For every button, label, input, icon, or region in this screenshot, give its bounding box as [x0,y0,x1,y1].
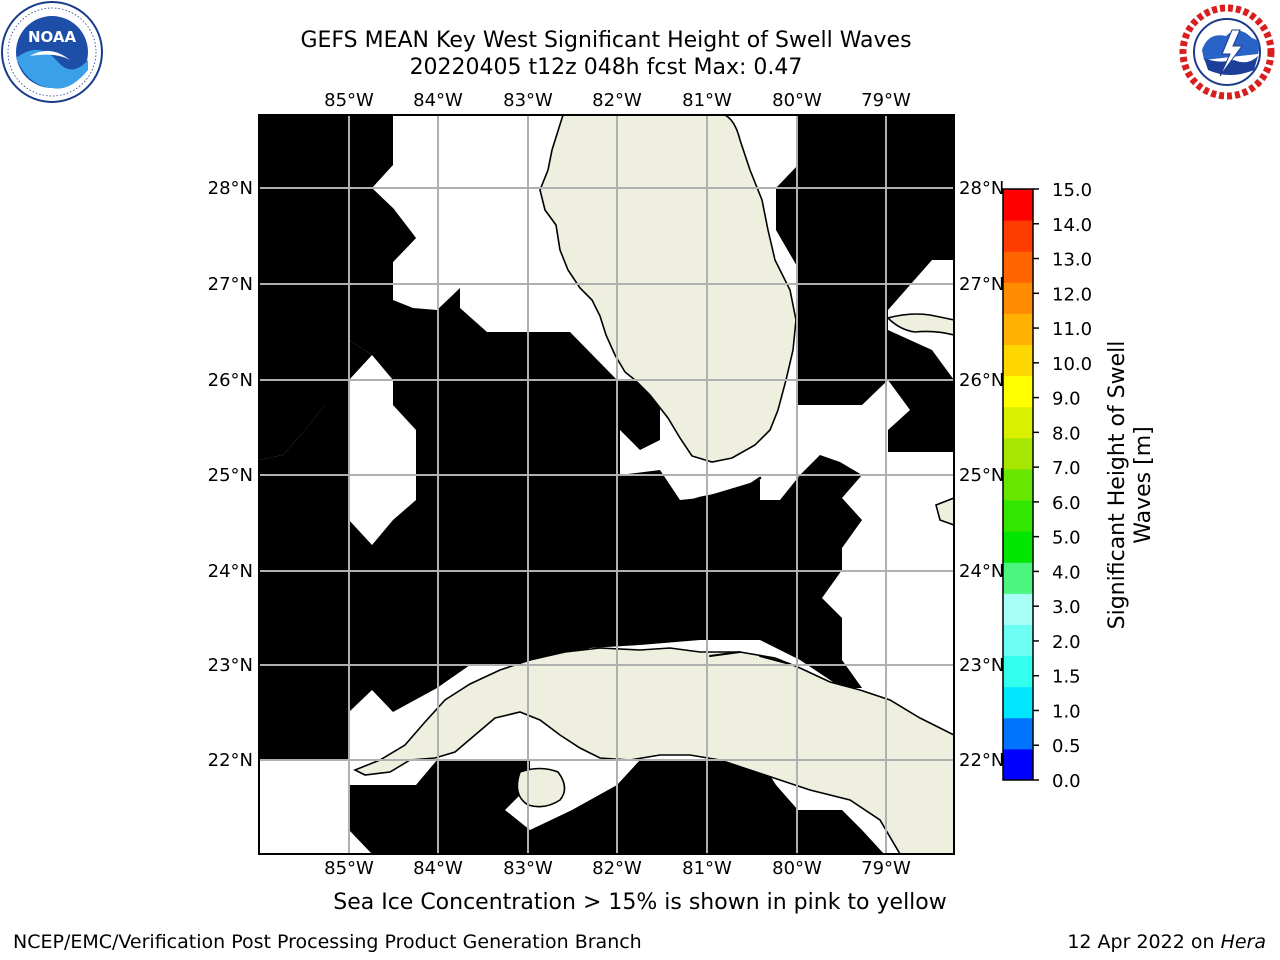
colorbar-segment [1003,717,1033,750]
lon-label-top: 79°W [861,90,911,111]
bahamas-andros [886,313,954,336]
colorbar-segment [1003,531,1033,563]
colorbar-tick-label: 10.0 [1052,354,1092,375]
lon-label-top: 82°W [592,90,642,111]
nws-logo-icon [1177,2,1277,102]
lon-label-top: 84°W [413,90,463,111]
colorbar-tick-label: 0.0 [1052,771,1081,792]
colorbar-tick-label: 5.0 [1052,528,1081,549]
swell-region-gulf-west [259,115,416,460]
colorbar-segment [1003,562,1033,594]
map-area [259,115,954,854]
lat-label-right: 24°N [959,561,1004,582]
swell-region-west [259,115,862,760]
swell-field [259,115,954,854]
colorbar-segment [1003,282,1033,314]
bahamas-island-east [935,497,954,526]
lon-label-bottom: 83°W [503,858,553,879]
footer-credit: NCEP/EMC/Verification Post Processing Pr… [13,931,642,953]
lat-label-right: 28°N [959,178,1004,199]
isla-de-la-juventud [516,767,566,808]
colorbar-frame [1002,188,1034,781]
colorbar-label-line2: Waves [m] [1131,426,1156,543]
map-frame [258,114,955,855]
sea-ice-footnote: Sea Ice Concentration > 15% is shown in … [333,890,947,915]
lat-label-left: 27°N [208,274,253,295]
colorbar-segment [1003,748,1033,781]
colorbar-tick-label: 0.5 [1052,736,1081,757]
footer-date: 12 Apr 2022 on Hera [1067,931,1266,953]
colorbar-segment [1003,593,1033,625]
lat-label-right: 22°N [959,750,1004,771]
colorbar-tick-label: 9.0 [1052,389,1081,410]
noaa-logo-text: NOAA [28,28,77,46]
lat-label-right: 23°N [959,655,1004,676]
colorbar-segment [1003,655,1033,688]
colorbar-label-line1: Significant Height of Swell [1105,341,1130,630]
colorbar-tick-label: 15.0 [1052,180,1092,201]
colorbar-segment [1003,375,1033,408]
lat-label-left: 23°N [208,655,253,676]
footer-host: Hera [1220,931,1266,953]
lon-label-top: 85°W [324,90,374,111]
colorbar-tick-label: 8.0 [1052,423,1081,444]
noaa-logo-icon: NOAA [1,1,103,103]
lon-label-top: 83°W [503,90,553,111]
lon-label-bottom: 85°W [324,858,374,879]
chart-subtitle: 20220405 t12z 048h fcst Max: 0.47 [409,55,803,80]
land-masses [353,115,954,854]
lat-label-right: 27°N [959,274,1004,295]
lat-label-left: 22°N [208,750,253,771]
lon-label-bottom: 79°W [861,858,911,879]
colorbar-tick-label: 2.0 [1052,632,1081,653]
colorbar-segment [1003,406,1033,439]
lat-label-left: 28°N [208,178,253,199]
colorbar-tick-label: 12.0 [1052,284,1092,305]
colorbar-segment [1003,189,1033,221]
colorbar-tick-label: 11.0 [1052,319,1092,340]
colorbar-segment [1003,500,1033,532]
florida-peninsula [539,115,797,463]
lon-label-top: 80°W [772,90,822,111]
cuban-cays [609,651,791,798]
lat-label-right: 26°N [959,370,1004,391]
lat-label-left: 25°N [208,465,253,486]
colorbar-tick-label: 1.5 [1052,667,1081,688]
lat-label-right: 25°N [959,465,1004,486]
colorbar-tick-label: 3.0 [1052,597,1081,618]
graticule-grid [259,115,954,854]
chart-title: GEFS MEAN Key West Significant Height of… [300,28,912,53]
colorbar-segment [1003,251,1033,283]
colorbar-segment [1003,220,1033,252]
colorbar-segment [1003,344,1033,377]
colorbar-tick-label: 14.0 [1052,215,1092,236]
colorbar-segment [1003,624,1033,657]
lon-label-top: 81°W [682,90,732,111]
colorbar-tick-label: 7.0 [1052,458,1081,479]
footer-date-text: 12 Apr 2022 on [1067,931,1221,953]
colorbar-tick-label: 1.0 [1052,701,1081,722]
colorbar-segment [1003,468,1033,501]
lat-label-left: 26°N [208,370,253,391]
colorbar-tick-label: 13.0 [1052,250,1092,271]
florida-keys [603,476,762,521]
colorbar-segment [1003,313,1033,346]
colorbar-ticks: 0.0 0.5 1.0 1.5 2.0 3.0 4.0 5.0 6.0 7.0 8.0 9.0 10.0… [1033,180,1092,792]
colorbar-segment [1003,437,1033,470]
lat-label-left: 24°N [208,561,253,582]
lon-label-bottom: 81°W [682,858,732,879]
colorbar-tick-label: 4.0 [1052,562,1081,583]
lon-label-bottom: 82°W [592,858,642,879]
cuba [353,647,954,854]
colorbar-segment [1003,686,1033,719]
colorbar-tick-label: 6.0 [1052,493,1081,514]
lon-label-bottom: 84°W [413,858,463,879]
lon-label-bottom: 80°W [772,858,822,879]
colorbar [1003,189,1033,781]
